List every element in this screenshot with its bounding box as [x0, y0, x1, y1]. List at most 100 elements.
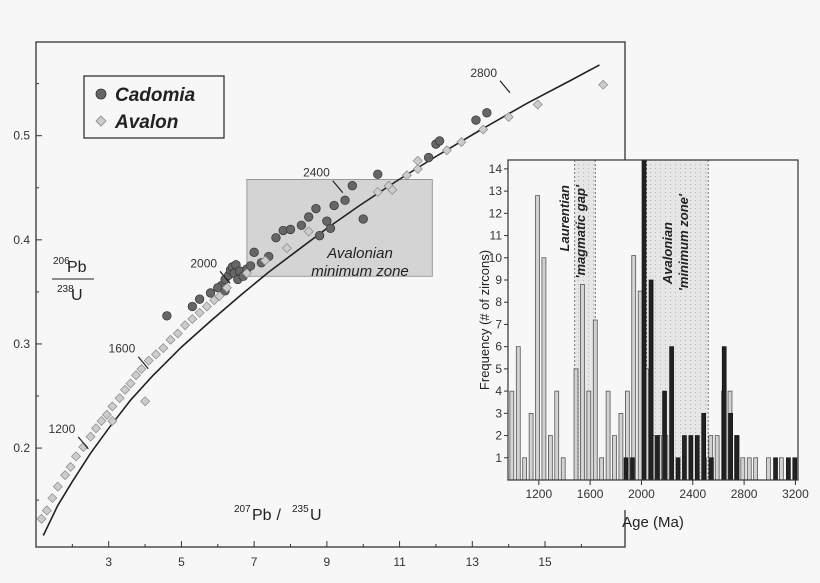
x-tick-label: 9	[324, 555, 331, 569]
histogram-inset: 1200 1600 2000 2400 2800 32001234567891011121…	[477, 159, 809, 531]
cadomia-point	[296, 220, 307, 230]
histogram-bar-gray	[714, 435, 720, 481]
cadomia-point	[271, 233, 281, 243]
histogram-bar-gray	[509, 390, 515, 481]
cadomia-point	[471, 115, 481, 125]
concordia-age-label: 1600	[109, 342, 136, 356]
laurentian-annotation-line2: 'magmatic gap'	[573, 184, 588, 279]
hist-y-tick-label: 2	[495, 429, 502, 443]
minimum-zone-annotation-line1: Avalonian	[326, 245, 393, 262]
cadomia-point	[304, 212, 314, 222]
concordia-x-axis-label: 207 Pb / 235 U	[234, 504, 322, 524]
histogram-bar-black	[701, 412, 707, 481]
histogram-plot-frame	[507, 159, 799, 481]
concordia-axes: 3 5 7 9 11 13 150.20.30.40.5	[13, 83, 582, 569]
shaded-zone	[646, 160, 709, 480]
x-label-separator: /	[272, 507, 285, 524]
avalon-point	[241, 268, 252, 279]
concordia-age-tick	[499, 80, 511, 94]
histogram-bar-black	[630, 457, 635, 481]
x-tick-label: 11	[393, 555, 406, 569]
avalon-point	[120, 384, 131, 395]
concordia-age-tick	[137, 356, 149, 370]
cadomia-point	[482, 108, 492, 118]
histogram-bar-gray	[580, 284, 585, 481]
avalon-point	[194, 307, 205, 318]
avalon-point	[85, 431, 96, 442]
histogram-bar-gray	[618, 412, 624, 481]
histogram-bar-gray	[548, 435, 553, 481]
avalon-point	[260, 255, 271, 266]
hist-y-tick-label: 1	[495, 451, 502, 465]
legend-label-cadomia: Cadomia	[115, 85, 196, 106]
age-labels-layer: 1200 1600 2000 2400 2800	[49, 66, 511, 450]
hist-x-tick-label: 2000	[628, 487, 655, 501]
concordia-curve-layer	[42, 64, 600, 536]
x-label-isotope-2: 235	[292, 504, 309, 515]
histogram-bar-gray	[746, 457, 752, 481]
concordia-age-tick	[219, 270, 231, 284]
concordia-age-label: 2400	[303, 166, 330, 180]
cadomia-point	[187, 301, 197, 312]
hist-y-tick-label: 5	[495, 362, 502, 376]
avalon-point	[401, 170, 412, 181]
histogram-bar-gray	[541, 257, 547, 481]
cadomia-point	[325, 223, 336, 234]
data-points-layer	[36, 79, 609, 524]
hist-x-tick-label: 2800	[731, 487, 758, 501]
legend: Cadomia Avalon	[83, 75, 225, 139]
histogram-bar-gray	[528, 412, 534, 481]
avalon-point	[387, 184, 398, 195]
avalon-point	[101, 409, 112, 420]
legend-marker-avalon	[95, 115, 107, 127]
histogram-bar-gray	[740, 457, 746, 481]
avalon-point	[372, 186, 383, 197]
concordia-age-tick	[77, 436, 89, 450]
histogram-bar-black	[662, 390, 667, 481]
avalon-point	[303, 226, 314, 237]
avalon-point	[209, 295, 220, 306]
avalon-point	[412, 155, 423, 166]
hist-y-tick-label: 13	[489, 184, 503, 198]
hist-y-tick-label: 11	[490, 229, 503, 243]
hist-y-tick-label: 10	[489, 251, 503, 265]
histogram-bar-gray	[586, 390, 592, 481]
avalon-point	[598, 79, 609, 90]
concordia-age-label: 1200	[49, 422, 76, 436]
concordia-age-label: 2000	[190, 256, 217, 270]
histogram-bar-gray	[592, 319, 598, 481]
hist-y-tick-label: 14	[489, 162, 503, 176]
histogram-bar-black	[792, 457, 798, 481]
histogram-bar-black	[675, 457, 681, 481]
x-tick-label: 5	[178, 555, 185, 569]
histogram-bar-gray	[535, 195, 540, 481]
avalonian-annotation-line1: Avalonian	[660, 222, 675, 285]
histogram-x-axis-label: Age (Ma)	[622, 514, 684, 531]
avalon-point	[90, 423, 101, 434]
histogram-bar-gray	[612, 435, 617, 481]
hist-y-tick-label: 8	[495, 295, 502, 309]
avalon-point	[114, 393, 125, 404]
concordia-age-label: 2800	[470, 66, 497, 80]
cadomia-point	[434, 136, 445, 146]
hist-x-tick-label: 1600	[577, 487, 604, 501]
histogram-bar-gray	[573, 368, 579, 481]
histogram-bar-gray	[631, 255, 637, 481]
histogram-bar-gray	[778, 457, 784, 481]
x-label-element-2: U	[310, 507, 322, 524]
histogram-bar-black	[694, 435, 700, 481]
legend-marker-cadomia	[95, 88, 107, 100]
histogram-bar-black	[623, 457, 629, 481]
histogram-bar-black	[655, 435, 660, 481]
avalon-point	[150, 349, 161, 360]
histogram-bar-black	[734, 435, 740, 481]
avalon-point	[125, 378, 136, 389]
histogram-bar-gray	[766, 457, 771, 481]
y-tick-label: 0.5	[13, 129, 30, 143]
cadomia-point	[347, 181, 357, 191]
hist-y-tick-label: 9	[495, 273, 502, 287]
x-label-element-1: Pb	[252, 507, 272, 524]
avalon-point	[130, 370, 141, 381]
histogram-bar-gray	[515, 346, 521, 481]
